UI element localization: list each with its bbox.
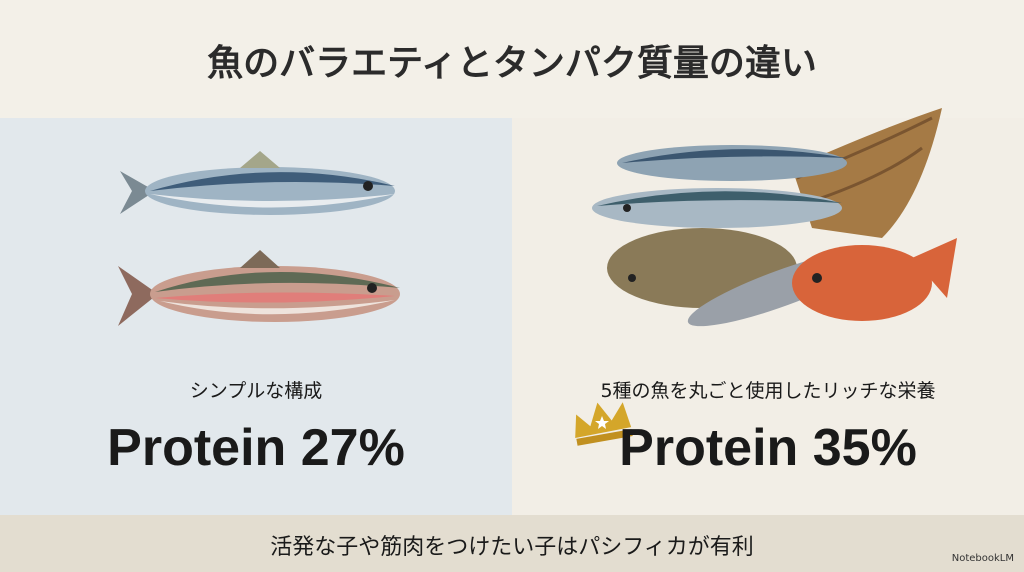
salmon-fish-illustration: [118, 250, 400, 326]
right-caption: 5種の魚を丸ごと使用したリッチな栄養: [600, 380, 936, 402]
footer-bar: 活発な子や筋肉をつけたい子はパシフィカが有利 NotebookLM: [0, 515, 1024, 572]
cornucopia-fish-illustration: [592, 108, 957, 327]
herring-fish-illustration: [120, 151, 395, 215]
left-caption: シンプルな構成: [189, 380, 323, 402]
right-protein-value: Protein 35%: [619, 419, 917, 477]
notebooklm-brand: NotebookLM: [951, 553, 1014, 564]
left-panel: シンプルな構成 Protein 27%: [0, 118, 512, 515]
right-panel: 5種の魚を丸ごと使用したリッチな栄養 Protein 35%: [512, 108, 1024, 515]
slide-title: 魚のバラエティとタンパク質量の違い: [207, 43, 817, 84]
left-protein-value: Protein 27%: [107, 419, 405, 477]
footer-conclusion: 活発な子や筋肉をつけたい子はパシフィカが有利: [270, 535, 754, 560]
crown-icon: [575, 402, 633, 446]
